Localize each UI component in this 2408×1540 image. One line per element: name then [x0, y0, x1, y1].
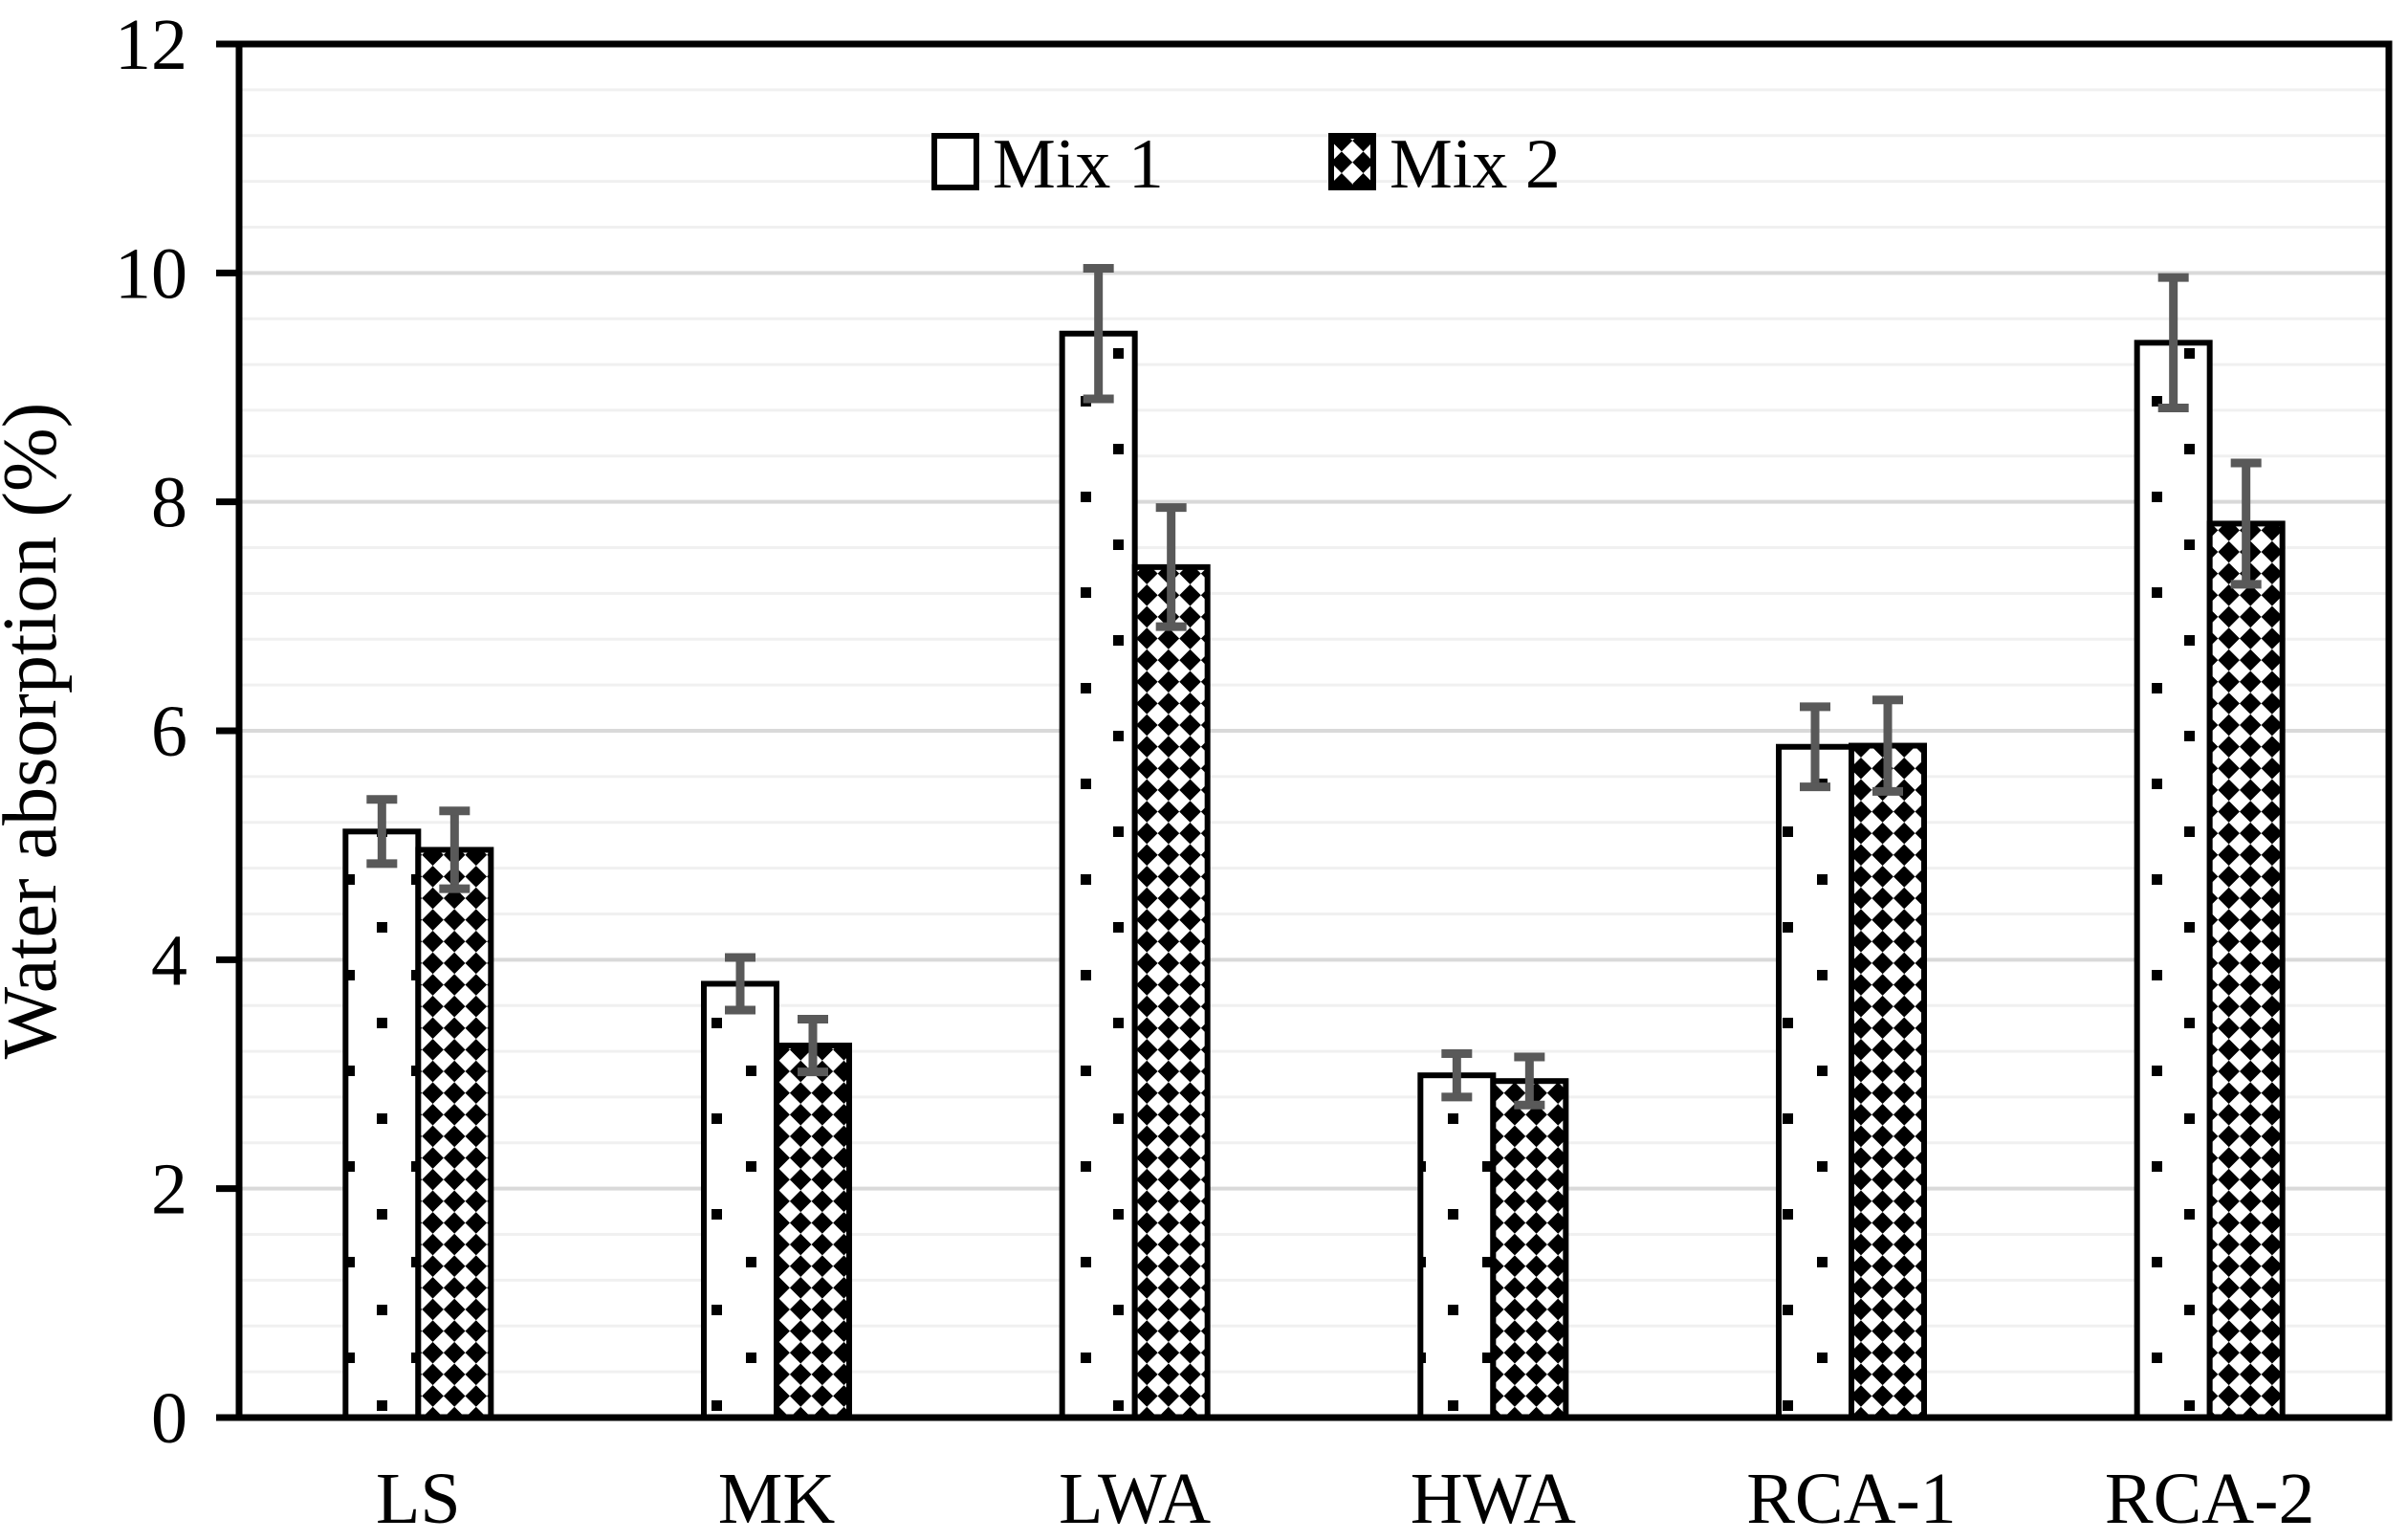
- bar-mix2-rca-1: [1849, 742, 1927, 1420]
- legend-label: Mix 1: [993, 125, 1164, 204]
- x-category-label: RCA-1: [1746, 1459, 1957, 1539]
- legend: Mix 1 Mix 2: [931, 125, 1561, 204]
- bar-mix1-ls: [342, 828, 422, 1420]
- y-tick-label: 8: [151, 463, 187, 543]
- bars: [342, 264, 2286, 1421]
- error-bar-rca-1: [1800, 702, 1830, 792]
- axis-labels: 0 2 4 6 8 10 12 LS MK LWA HWA RCA-1 RCA-2: [115, 5, 2314, 1539]
- error-bar-hwa: [1441, 1048, 1473, 1102]
- error-bar-hwa: [1514, 1052, 1545, 1110]
- y-tick-label: 12: [115, 5, 187, 85]
- axes: [216, 40, 2393, 1421]
- error-bar-mk: [798, 1015, 828, 1077]
- y-tick-label: 10: [115, 233, 187, 314]
- error-bar-rca-2: [2230, 458, 2262, 589]
- legend-label: Mix 2: [1390, 125, 1561, 204]
- legend-swatch-mix1: [931, 133, 979, 190]
- bar-mix1-rca-2: [2134, 340, 2213, 1421]
- x-category-label: RCA-2: [2105, 1459, 2315, 1539]
- bar-mix2-rca-2: [2206, 520, 2286, 1420]
- y-tick-label: 0: [151, 1378, 187, 1459]
- x-category-label: HWA: [1411, 1459, 1576, 1539]
- y-axis-title: Water absorption (%): [0, 403, 73, 1060]
- x-category-label: LS: [376, 1459, 461, 1539]
- bar-mix1-hwa: [1417, 1072, 1497, 1420]
- bar-mix2-ls: [415, 847, 494, 1420]
- error-bar-ls: [366, 795, 398, 869]
- error-bar-ls: [439, 806, 471, 893]
- gridlines: [239, 88, 2389, 1374]
- legend-swatch-mix2: [1328, 133, 1376, 190]
- error-bar-rca-1: [1872, 695, 1903, 796]
- bar-mix1-mk: [701, 980, 779, 1421]
- bar-mix1-lwa: [1059, 330, 1138, 1420]
- error-bar-mk: [725, 953, 755, 1015]
- y-tick-label: 4: [151, 920, 187, 1001]
- x-category-label: LWA: [1059, 1459, 1211, 1539]
- y-tick-label: 2: [151, 1150, 187, 1230]
- bar-mix2-mk: [774, 1043, 852, 1421]
- error-bar-rca-2: [2157, 273, 2189, 413]
- x-category-label: MK: [718, 1459, 836, 1539]
- bar-mix2-lwa: [1131, 563, 1211, 1420]
- bar-mix2-hwa: [1490, 1078, 1569, 1421]
- bar-mix1-rca-1: [1776, 743, 1854, 1420]
- error-bar-lwa: [1155, 503, 1187, 631]
- y-tick-label: 6: [151, 692, 187, 772]
- error-bar-lwa: [1083, 264, 1114, 404]
